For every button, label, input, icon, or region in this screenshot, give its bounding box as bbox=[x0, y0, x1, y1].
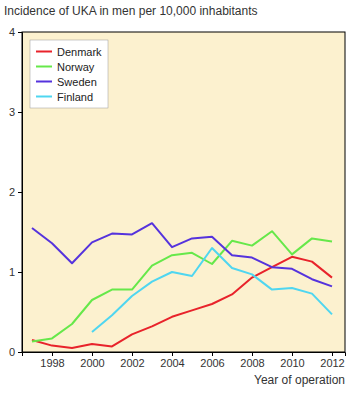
legend-label: Norway bbox=[57, 61, 95, 73]
x-tick-mark bbox=[212, 352, 213, 356]
x-axis-line bbox=[23, 353, 346, 357]
x-tick-label: 2006 bbox=[200, 357, 224, 369]
x-tick-label: 2010 bbox=[280, 357, 304, 369]
plot: 0 1 2 3 4 1998 2000 2002 2004 2006 2008 2010 2012 Den… bbox=[9, 26, 346, 369]
x-tick-label: 2008 bbox=[240, 357, 264, 369]
x-tick: 2012 bbox=[320, 352, 344, 369]
legend: Denmark Norway Sweden Finland bbox=[30, 40, 108, 108]
y-tick-mark bbox=[18, 32, 22, 33]
legend-label: Sweden bbox=[57, 76, 97, 88]
y-tick-label: 4 bbox=[9, 26, 15, 38]
x-tick: 2006 bbox=[200, 352, 224, 369]
legend-box bbox=[30, 40, 108, 108]
x-tick-mark bbox=[292, 352, 293, 356]
y-tick: 2 bbox=[9, 186, 22, 198]
plot-frame bbox=[22, 32, 345, 352]
x-axis: 1998 2000 2002 2004 2006 2008 2010 2012 bbox=[23, 352, 346, 369]
y-tick-label: 1 bbox=[9, 266, 15, 278]
x-tick-label: 2012 bbox=[320, 357, 344, 369]
title: Incidence of UKA in men per 10,000 inhab… bbox=[4, 4, 258, 18]
series-line bbox=[32, 257, 332, 348]
series-lines bbox=[32, 223, 332, 348]
series-line bbox=[92, 248, 332, 332]
legend-swatch bbox=[36, 81, 52, 83]
chart: Incidence of UKA in men per 10,000 inhab… bbox=[0, 0, 353, 394]
y-tick-label: 3 bbox=[9, 106, 15, 118]
x-tick: 2010 bbox=[280, 352, 304, 369]
x-tick: 2000 bbox=[80, 352, 104, 369]
y-tick: 3 bbox=[9, 106, 22, 118]
y-tick: 4 bbox=[9, 26, 22, 38]
y-tick-label: 2 bbox=[9, 186, 15, 198]
x-tick-mark bbox=[132, 352, 133, 356]
x-tick: 2004 bbox=[160, 352, 184, 369]
series-line bbox=[32, 231, 332, 341]
y-tick-mark bbox=[18, 192, 22, 193]
y-tick-mark bbox=[18, 112, 22, 113]
x-tick-mark bbox=[252, 352, 253, 356]
plot-background bbox=[22, 32, 345, 352]
x-tick-mark bbox=[52, 352, 53, 356]
series-line bbox=[32, 223, 332, 286]
y-tick-mark bbox=[18, 272, 22, 273]
x-tick: 1998 bbox=[40, 352, 64, 369]
legend-label: Denmark bbox=[57, 46, 102, 58]
x-tick: 2002 bbox=[120, 352, 144, 369]
x-tick-mark bbox=[92, 352, 93, 356]
y-tick: 0 bbox=[9, 346, 22, 358]
x-tick: 2008 bbox=[240, 352, 264, 369]
x-axis-title: Year of operation bbox=[254, 373, 345, 387]
y-tick: 1 bbox=[9, 266, 22, 278]
legend-label: Finland bbox=[57, 91, 93, 103]
legend-swatch bbox=[36, 66, 52, 68]
x-tick-label: 2000 bbox=[80, 357, 104, 369]
x-tick-mark bbox=[332, 352, 333, 356]
x-tick-label: 2002 bbox=[120, 357, 144, 369]
y-tick-label: 0 bbox=[9, 346, 15, 358]
x-tick-mark bbox=[172, 352, 173, 356]
x-tick-label: 2004 bbox=[160, 357, 184, 369]
legend-swatch bbox=[36, 96, 52, 98]
y-axis: 0 1 2 3 4 bbox=[9, 26, 23, 358]
legend-swatch bbox=[36, 51, 52, 53]
y-tick-mark bbox=[18, 352, 22, 353]
x-tick-label: 1998 bbox=[40, 357, 64, 369]
